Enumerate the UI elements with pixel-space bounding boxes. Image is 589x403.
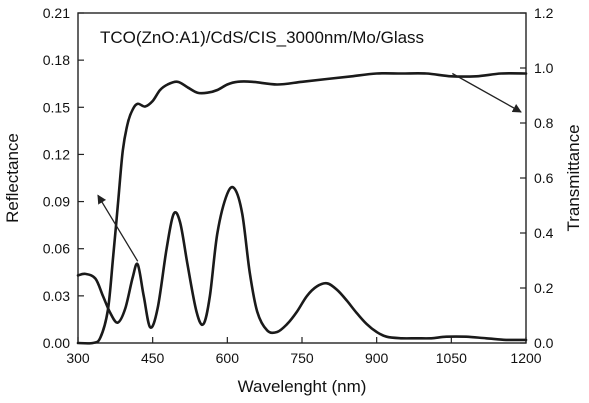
right-y-axis-ticks: 0.0 0.2 0.4 0.6 0.8 1.0 1.2 (520, 5, 554, 351)
right-y-tick-label: 1.0 (534, 60, 554, 76)
series-layer (76, 71, 528, 345)
left-y-tick-label: 0.00 (43, 335, 70, 351)
annotation-layer (97, 72, 522, 262)
right-y-axis-title: Transmittance (564, 124, 583, 231)
reflectance-axis-arrow (97, 194, 139, 262)
left-y-tick-label: 0.12 (43, 146, 70, 162)
x-tick-label: 300 (66, 350, 90, 366)
x-tick-label: 1050 (436, 350, 467, 366)
left-y-tick-label: 0.09 (43, 194, 70, 210)
x-tick-label: 600 (216, 350, 240, 366)
left-y-tick-label: 0.18 (43, 52, 70, 68)
right-y-tick-label: 0.8 (534, 115, 554, 131)
chart-title: TCO(ZnO:A1)/CdS/CIS_3000nm/Mo/Glass (100, 28, 424, 47)
plot-frame (77, 12, 527, 344)
x-tick-label: 450 (141, 350, 165, 366)
left-y-tick-label: 0.21 (43, 5, 70, 21)
transmittance-axis-arrow (452, 72, 522, 113)
x-tick-label: 1200 (510, 350, 541, 366)
left-y-tick-label: 0.15 (43, 99, 70, 115)
right-y-tick-label: 1.2 (534, 5, 554, 21)
transmittance-curve (76, 71, 528, 345)
right-y-tick-label: 0.0 (534, 335, 554, 351)
x-axis-ticks: 300 450 600 750 900 1050 1200 (66, 337, 542, 366)
x-tick-label: 900 (365, 350, 389, 366)
right-y-tick-label: 0.4 (534, 225, 554, 241)
left-y-tick-label: 0.06 (43, 241, 70, 257)
x-axis-title: Wavelenght (nm) (238, 377, 367, 396)
left-y-axis-title: Reflectance (3, 133, 22, 223)
x-tick-label: 750 (290, 350, 314, 366)
right-y-tick-label: 0.6 (534, 170, 554, 186)
reflectance-curve (76, 185, 528, 342)
left-y-axis-ticks: 0.00 0.03 0.06 0.09 0.12 0.15 0.18 0.21 (43, 5, 84, 351)
right-y-tick-label: 0.2 (534, 280, 554, 296)
left-y-tick-label: 0.03 (43, 288, 70, 304)
